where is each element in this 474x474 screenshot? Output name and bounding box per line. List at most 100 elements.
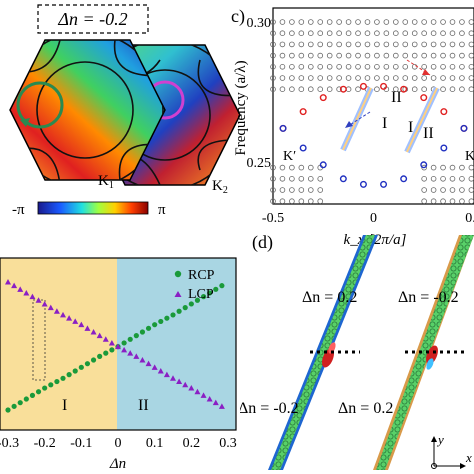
bulk-band-point: [355, 52, 361, 59]
label-I-right: I: [408, 119, 413, 136]
bulk-band-point: [468, 198, 474, 204]
bulk-band-point: [270, 198, 276, 205]
rcp-point: [66, 372, 72, 378]
lcp-point: [151, 364, 158, 370]
lcp-point: [218, 403, 225, 409]
bulk-band-point: [430, 30, 437, 37]
bulk-band-point: [270, 52, 276, 59]
label-II-right: II: [423, 125, 434, 142]
bulk-band-point: [317, 64, 324, 70]
bulk-band-point: [355, 75, 361, 81]
colorbar-min-label: -π: [12, 202, 25, 218]
rcp-point: [48, 382, 54, 388]
bulk-band-point: [440, 19, 446, 25]
rcp-point: [5, 407, 11, 413]
x-tick-label: 0.2: [183, 436, 201, 451]
bulk-band-point: [289, 198, 295, 205]
rcp-point: [200, 294, 207, 300]
bulk-band-point: [326, 64, 333, 70]
bulk-band-point: [459, 52, 465, 59]
bulk-band-point: [393, 64, 399, 70]
lcp-point: [206, 396, 213, 402]
bulk-band-point: [289, 52, 295, 59]
bulk-band-point: [449, 198, 456, 205]
bulk-band-point: [345, 86, 352, 92]
bulk-band-point: [459, 164, 465, 171]
bottom-left-panel: I II RCP LCP -0.3 -0.2 -0.1 0 0.1 0.2 0.3 Δn: [0, 250, 240, 474]
band-structure-chart: c) I II I II K′ K -0.5 0 0.5 0.25 0.30 Frequ…: [231, 6, 474, 248]
bulk-band-point: [430, 52, 437, 59]
lcp-point: [5, 279, 11, 285]
lcp-point: [121, 346, 128, 353]
bulk-band-point: [449, 176, 456, 182]
bulk-band-point: [326, 75, 333, 81]
bulk-band-point: [402, 52, 409, 59]
bulk-band-point: [383, 19, 390, 25]
bulk-band-point: [289, 64, 295, 70]
y-tick-label: 0.25: [247, 156, 272, 171]
x-tick-label: -0.5: [262, 211, 284, 226]
bulk-band-point: [270, 187, 276, 193]
colorbar-max-label: π: [158, 202, 166, 218]
bulk-band-point: [440, 164, 446, 171]
bulk-band-point: [421, 30, 427, 37]
bulk-band-point: [270, 30, 276, 37]
bulk-band-point: [355, 64, 361, 70]
waveguide-strip-right: [373, 235, 474, 470]
bulk-band-point: [421, 75, 427, 81]
bulk-band-point: [393, 19, 399, 25]
lower-edge-point: [400, 175, 408, 183]
bulk-band-point: [355, 30, 361, 37]
x-tick-label: 0.5: [465, 211, 474, 226]
bulk-band-point: [364, 64, 371, 70]
bulk-band-point: [279, 30, 286, 37]
bulk-band-point: [364, 30, 371, 37]
phase-colorbar: [37, 201, 149, 215]
lcp-point: [35, 297, 42, 303]
rcp-point: [78, 364, 84, 370]
bulk-band-point: [355, 41, 361, 48]
label-I-left: I: [382, 115, 387, 132]
bulk-band-point: [421, 187, 427, 193]
panel-c-ticks: -0.5 0 0.5 0.25 0.30: [247, 16, 474, 226]
bulk-band-point: [421, 52, 427, 59]
lcp-point: [188, 385, 195, 391]
bulk-bands: [270, 19, 474, 205]
hexagon-field-figure: Δn = -0.2: [9, 4, 241, 218]
rcp-point: [42, 385, 48, 391]
legend-lcp-marker: [174, 291, 182, 297]
bulk-band-point: [449, 75, 456, 81]
lcp-point: [115, 343, 121, 350]
rcp-point: [121, 340, 127, 346]
bottom-left-xlabel: Δn: [109, 456, 126, 472]
label-K-prime: K′: [283, 149, 296, 164]
bulk-band-point: [307, 164, 314, 171]
bulk-band-point: [468, 75, 474, 81]
bulk-band-point: [468, 86, 474, 92]
rcp-point: [17, 400, 23, 406]
lcp-point: [78, 321, 85, 328]
bulk-band-point: [459, 86, 465, 92]
bulk-band-point: [430, 176, 437, 182]
edge-state-series: [279, 82, 468, 188]
bulk-band-point: [317, 187, 324, 193]
region-I-label: I: [62, 397, 67, 414]
bulk-band-point: [393, 75, 399, 81]
bulk-band-point: [279, 187, 286, 193]
bulk-band-point: [307, 75, 314, 81]
label-II-left: II: [391, 89, 402, 106]
rcp-point: [35, 389, 42, 395]
bulk-band-point: [307, 19, 314, 25]
lower-edge-point: [299, 144, 307, 152]
bulk-band-point: [307, 176, 314, 182]
label-br: Δn = 0.2: [338, 400, 393, 417]
bulk-band-point: [374, 64, 380, 70]
lower-edge-point: [359, 180, 367, 188]
y-tick-label: 0.30: [247, 16, 272, 31]
lower-edge-point: [319, 161, 327, 169]
upper-edge-point: [299, 108, 307, 116]
bulk-band-point: [421, 41, 427, 48]
bulk-band-point: [411, 41, 418, 48]
waveguide-strip-left: [268, 235, 378, 470]
lcp-point: [163, 371, 170, 378]
